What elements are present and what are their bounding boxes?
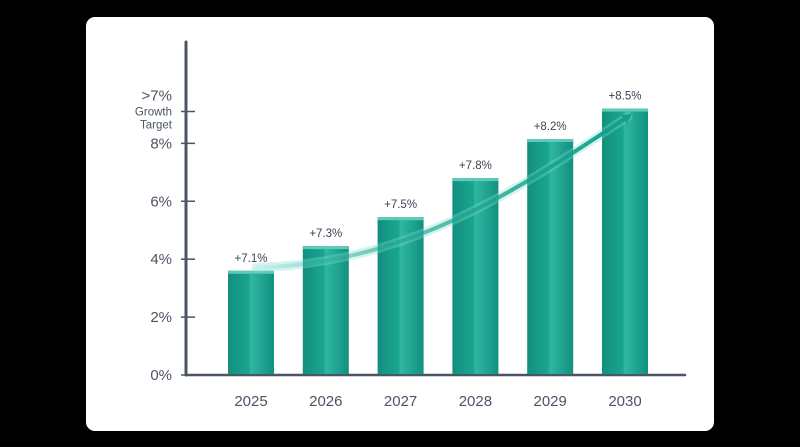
data-label: +7.3% <box>309 228 342 240</box>
x-tick-label: 2026 <box>309 393 342 410</box>
trend-arrow-line <box>254 113 633 270</box>
target-label-line2: Target <box>140 119 173 131</box>
x-tick-label: 2030 <box>608 393 641 410</box>
axes <box>181 40 687 377</box>
trend-arrow <box>251 112 633 273</box>
bar-top-edge <box>527 139 574 143</box>
y-tick-label: 2% <box>150 309 172 326</box>
bar-2030 <box>602 108 648 374</box>
bar-top-edge <box>377 217 424 221</box>
y-tick-label: 8% <box>150 135 172 152</box>
bar-2026 <box>302 246 349 374</box>
data-label: +8.5% <box>609 91 642 103</box>
bar-top-edge <box>302 246 349 250</box>
target-label-line1: Growth <box>135 106 172 118</box>
x-tick-label: 2029 <box>534 393 567 410</box>
target-value-label: >7% <box>142 87 172 104</box>
data-label: +8.2% <box>534 121 567 133</box>
bars <box>228 108 648 374</box>
y-tick-label: 4% <box>150 251 172 268</box>
y-tick-label: 0% <box>150 367 172 384</box>
bar-top-edge <box>602 108 648 112</box>
data-label: +7.8% <box>459 160 492 172</box>
x-tick-label: 2028 <box>459 393 492 410</box>
x-tick-label: 2027 <box>384 393 417 410</box>
chart-card: 0% 2% 4% 6% 8% >7% Growth Target 2025 +7.1% 2026 +7… <box>86 17 714 431</box>
bar-top-edge <box>228 270 274 274</box>
bar-2025 <box>228 270 274 374</box>
data-label: +7.5% <box>384 199 417 211</box>
y-tick-label: 6% <box>150 193 172 210</box>
data-label: +7.1% <box>235 253 268 265</box>
x-tick-label: 2025 <box>234 393 267 410</box>
bar-top-edge <box>452 178 499 182</box>
